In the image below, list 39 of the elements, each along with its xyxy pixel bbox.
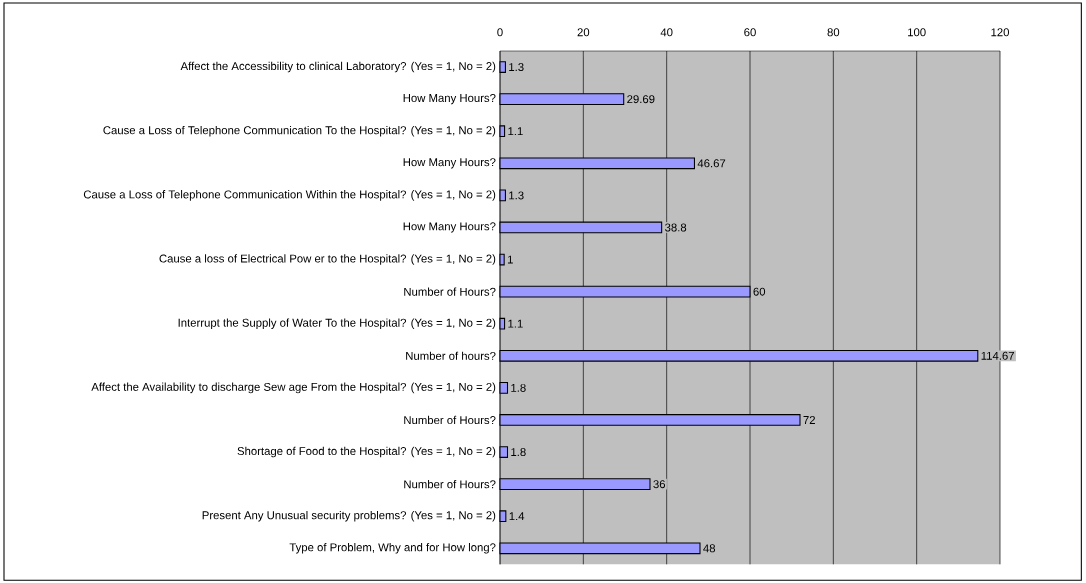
y-tick-label: Number of Hours? [404, 287, 496, 296]
y-tick-label: Number of Hours? [404, 415, 496, 425]
data-label: 114.67 [981, 351, 1014, 360]
data-label: 1.3 [509, 191, 524, 200]
y-tick-label: Present Any Unusual security problems? (Yes = 1, No = 2) [202, 510, 496, 522]
y-tick-label: Affect the Accessibility to clinical Laboratory? (Yes = 1, No = 2) [180, 61, 496, 73]
data-label: 1.1 [508, 319, 523, 328]
y-tick-label: Interrupt the Supply of Water To the Hospital? (Yes = 1, No = 2) [178, 318, 496, 329]
data-label: 1.8 [511, 383, 526, 392]
data-label: 1.3 [509, 63, 524, 72]
data-label: 1.4 [509, 512, 525, 521]
y-tick-label: Cause a Loss of Telephone Communication Within the Hospital? (Yes = 1, No = 2) [83, 190, 496, 201]
x-tick-label: 80 [827, 28, 840, 37]
y-tick-label: Affect the Availability to discharge Sew age From the Hospital? (Yes = 1, No = 2) [91, 382, 496, 394]
y-tick-label: How Many Hours? [403, 158, 496, 169]
x-tick-label: 40 [660, 28, 673, 37]
data-label: 36 [653, 480, 666, 489]
x-tick-label: 100 [908, 28, 926, 37]
y-tick-label: How Many Hours? [403, 94, 496, 105]
x-tick-label: 60 [744, 28, 756, 37]
data-label: 29.69 [627, 95, 655, 104]
data-label: 60 [753, 287, 766, 296]
y-tick-label: Number of Hours? [404, 479, 496, 489]
data-label: 1.8 [511, 448, 526, 457]
x-tick-label: 20 [577, 28, 590, 37]
y-tick-label: How Many Hours? [403, 222, 496, 233]
data-label: 1 [507, 255, 513, 264]
data-label: 1.1 [508, 127, 523, 136]
data-label: 46.67 [697, 159, 726, 168]
x-tick-label: 0 [497, 28, 503, 37]
y-tick-label: Type of Problem, Why and for How long? [289, 543, 496, 554]
x-tick-label: 120 [991, 28, 1009, 37]
data-label: 38.8 [665, 223, 687, 232]
data-label: 72 [803, 416, 815, 424]
data-label: 48 [703, 544, 716, 553]
y-tick-label: Shortage of Food to the Hospital? (Yes = 1, No = 2) [237, 446, 496, 458]
y-tick-label: Cause a loss of Electrical Pow er to the Hospital? (Yes = 1, No = 2) [159, 254, 496, 265]
y-tick-label: Cause a Loss of Telephone Communication To the Hospital? (Yes = 1, No = 2) [103, 125, 496, 137]
y-tick-label: Number of hours? [406, 351, 496, 360]
